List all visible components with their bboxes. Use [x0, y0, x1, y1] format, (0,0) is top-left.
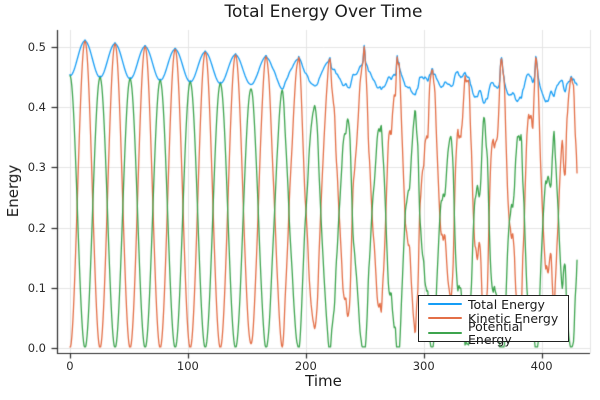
x-tick-label: 300: [412, 359, 435, 373]
legend-item-potential: Potential Energy: [428, 320, 564, 346]
x-tick-label: 400: [530, 359, 553, 373]
y-tick-label: 0.2: [27, 220, 46, 235]
y-tick-label: 0.4: [27, 100, 46, 115]
legend-label: Potential Energy: [468, 318, 523, 347]
x-tick-label: 0: [66, 359, 74, 373]
y-axis-label: Energy: [4, 164, 22, 218]
y-tick-label: 0.5: [27, 39, 46, 54]
y-tick-label: 0.1: [27, 280, 46, 295]
legend-item-kinetic: Kinetic Energy: [428, 312, 564, 325]
y-tick-label: 0.3: [27, 160, 46, 175]
legend-label: Total Energy: [468, 296, 545, 312]
legend-swatch-kinetic-energy: [428, 317, 462, 319]
legend-item-total: Total Energy: [428, 298, 564, 311]
legend: Total Energy Kinetic Energy Potential En…: [418, 295, 569, 346]
x-tick-label: 200: [294, 359, 317, 373]
x-axis-label: Time: [305, 372, 342, 390]
legend-swatch-potential-energy: [428, 331, 462, 334]
chart-title: Total Energy Over Time: [224, 2, 423, 22]
y-tick-label: 0.0: [27, 341, 46, 356]
x-tick-label: 100: [176, 359, 199, 373]
legend-swatch-total-energy: [428, 303, 462, 305]
legend-label: Kinetic Energy: [468, 310, 559, 326]
